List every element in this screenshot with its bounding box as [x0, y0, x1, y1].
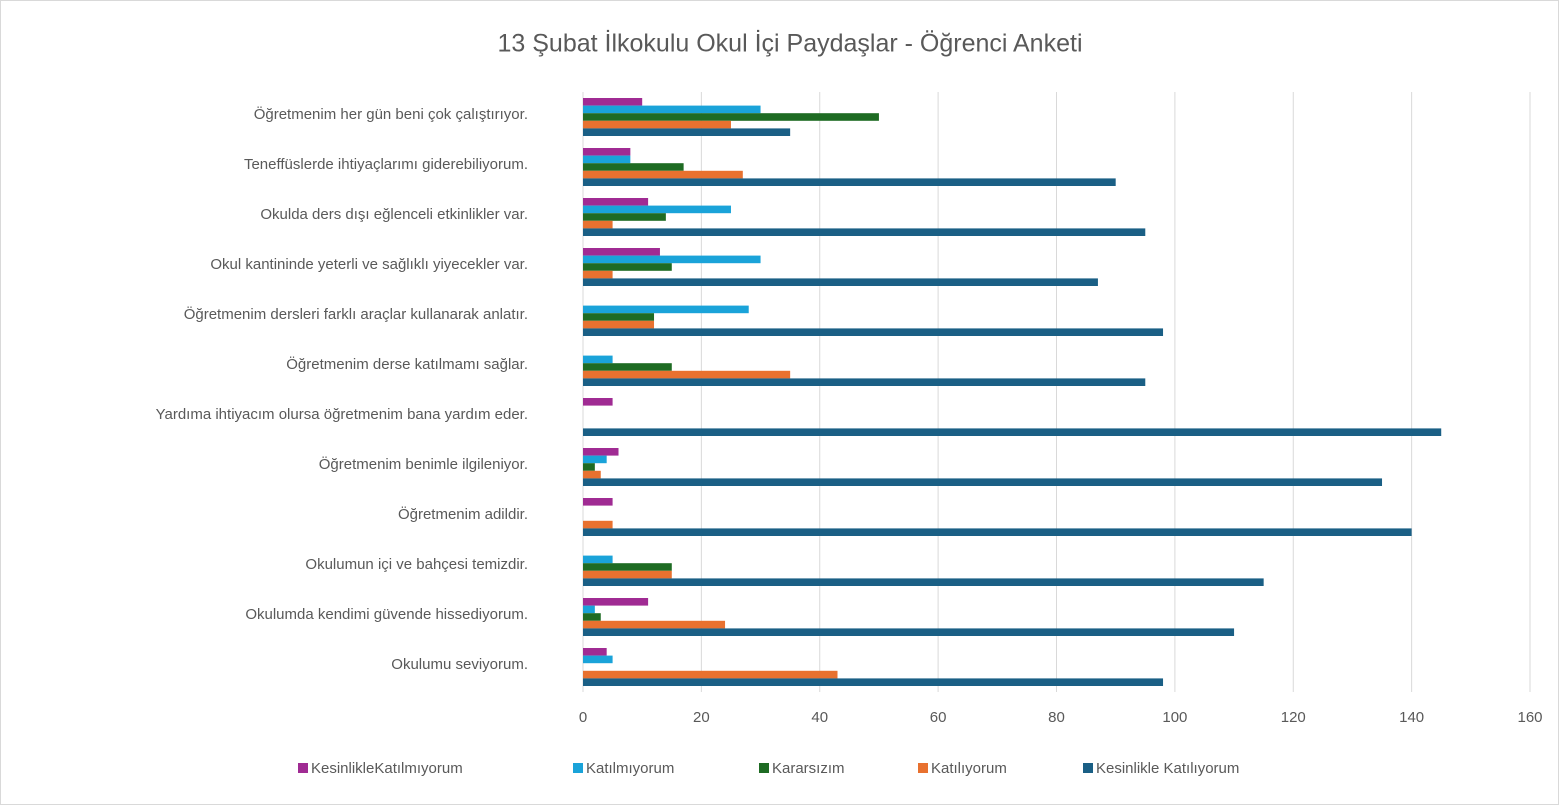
y-tick-label: Öğretmenim adildir. — [398, 505, 528, 523]
bar — [583, 205, 731, 214]
legend-label: Katılıyorum — [931, 760, 1007, 777]
bar — [583, 605, 595, 614]
x-tick-label: 160 — [1517, 709, 1542, 726]
y-tick-label: Teneffüslerde ihtiyaçlarımı giderebiliyo… — [244, 156, 528, 173]
bar — [583, 155, 631, 164]
bar — [583, 448, 619, 456]
bar — [583, 528, 1412, 536]
bar — [583, 648, 607, 656]
legend-label: Katılmıyorum — [586, 760, 674, 777]
bar — [583, 655, 613, 664]
bar — [583, 520, 613, 529]
bar — [583, 213, 666, 221]
bar — [583, 620, 726, 629]
bar — [583, 628, 1235, 636]
bar — [583, 278, 1098, 286]
bar — [583, 463, 595, 471]
bar — [583, 670, 838, 679]
bar — [583, 220, 613, 229]
bar — [583, 363, 672, 371]
bar — [583, 320, 655, 329]
bar — [583, 313, 655, 321]
bar — [583, 270, 613, 279]
bar — [583, 428, 1442, 436]
x-tick-label: 20 — [693, 709, 710, 726]
x-tick-label: 0 — [579, 709, 587, 726]
bar — [583, 378, 1146, 386]
bar — [583, 105, 761, 114]
bar — [583, 163, 684, 171]
x-tick-label: 80 — [1048, 709, 1065, 726]
bar — [583, 555, 613, 564]
bar — [583, 563, 672, 571]
legend-label: KesinlikleKatılmıyorum — [311, 760, 463, 777]
bar — [583, 198, 649, 206]
bar — [583, 498, 613, 506]
legend-swatch — [1083, 763, 1093, 773]
bar — [583, 148, 631, 156]
x-tick-label: 120 — [1281, 709, 1306, 726]
bar — [583, 398, 613, 406]
chart-title: 13 Şubat İlkokulu Okul İçi Paydaşlar - Ö… — [497, 29, 1082, 58]
bar — [583, 598, 649, 606]
legend-swatch — [918, 763, 928, 773]
y-tick-label: Öğretmenim benimle ilgileniyor. — [319, 455, 528, 473]
bar — [583, 113, 879, 121]
bar — [583, 98, 643, 106]
y-tick-label: Yardıma ihtiyacım olursa öğretmenim bana… — [156, 406, 528, 423]
bar — [583, 263, 672, 271]
y-tick-label: Okulumda kendimi güvende hissediyorum. — [245, 606, 528, 623]
legend-swatch — [298, 763, 308, 773]
bar — [583, 678, 1164, 686]
bar — [583, 305, 749, 314]
legend-label: Kesinlikle Katılıyorum — [1096, 760, 1239, 777]
bar — [583, 328, 1164, 336]
bar — [583, 255, 761, 264]
x-tick-label: 100 — [1162, 709, 1187, 726]
x-tick-label: 60 — [930, 709, 947, 726]
bar — [583, 570, 672, 579]
bar — [583, 170, 743, 179]
bar — [583, 370, 791, 379]
bar — [583, 613, 601, 621]
bar — [583, 355, 613, 364]
legend-swatch — [573, 763, 583, 773]
x-tick-label: 140 — [1399, 709, 1424, 726]
x-tick-label: 40 — [811, 709, 828, 726]
bar — [583, 248, 660, 256]
bar — [583, 178, 1116, 186]
y-tick-label: Okulumun içi ve bahçesi temizdir. — [305, 556, 528, 573]
y-tick-label: Öğretmenim her gün beni çok çalıştırıyor… — [254, 105, 528, 123]
y-tick-label: Okul kantininde yeterli ve sağlıklı yiye… — [210, 256, 528, 273]
y-tick-label: Öğretmenim dersleri farklı araçlar kulla… — [184, 305, 528, 323]
bar — [583, 455, 607, 464]
bar — [583, 228, 1146, 236]
bar — [583, 120, 731, 129]
y-tick-label: Okulumu seviyorum. — [391, 656, 528, 673]
legend-label: Kararsızım — [772, 760, 845, 777]
bar — [583, 470, 601, 479]
y-tick-label: Okulda ders dışı eğlenceli etkinlikler v… — [260, 206, 528, 223]
legend-swatch — [759, 763, 769, 773]
y-tick-label: Öğretmenim derse katılmamı sağlar. — [286, 355, 528, 373]
bar — [583, 478, 1383, 486]
bar — [583, 128, 791, 136]
bar — [583, 578, 1264, 586]
